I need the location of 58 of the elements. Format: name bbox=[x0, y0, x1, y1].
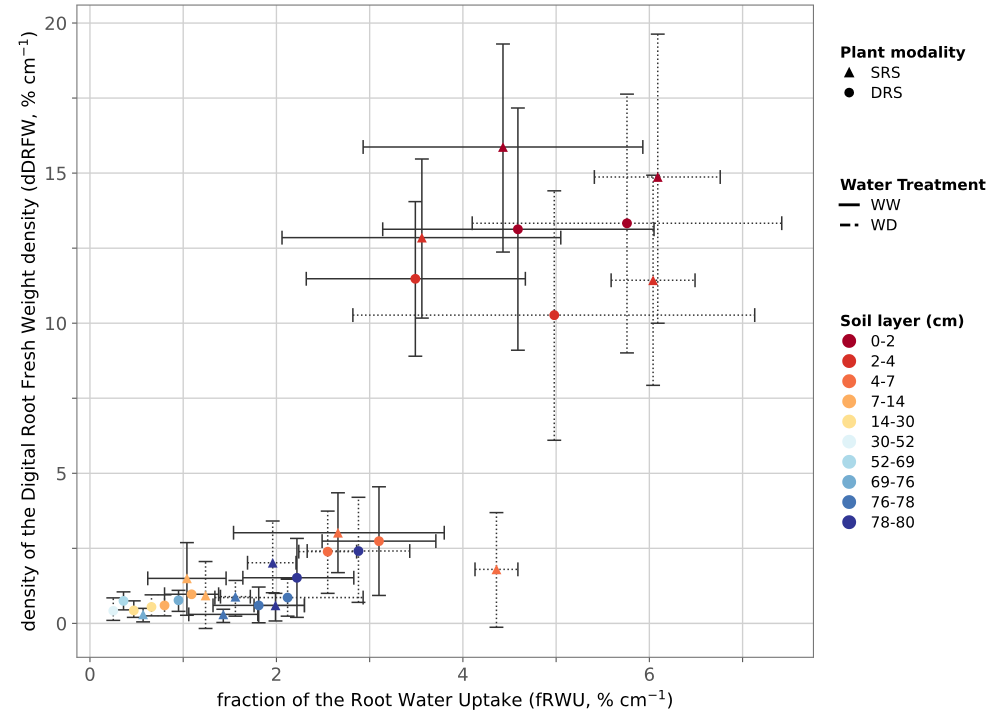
legend-label: 52-69 bbox=[872, 456, 914, 468]
point bbox=[492, 564, 502, 574]
point bbox=[512, 224, 523, 234]
point bbox=[182, 573, 192, 584]
point bbox=[268, 558, 278, 568]
legend-label: 14-30 bbox=[872, 416, 914, 428]
point bbox=[549, 310, 560, 320]
y-tick-label: 5 bbox=[57, 466, 66, 480]
legend-label: 0-2 bbox=[872, 334, 894, 347]
x-tick-label: 4 bbox=[458, 668, 468, 681]
point bbox=[322, 546, 333, 557]
legend-label: SRS bbox=[872, 66, 900, 78]
legend-label: 30-52 bbox=[872, 436, 914, 448]
legend-label: WD bbox=[871, 219, 897, 230]
point bbox=[270, 600, 280, 610]
y-tick-label: 10 bbox=[46, 316, 66, 330]
point bbox=[128, 606, 139, 616]
point bbox=[292, 572, 302, 583]
legend-label: 78-80 bbox=[872, 516, 914, 528]
legend-label: 76-78 bbox=[872, 496, 914, 508]
point bbox=[622, 218, 632, 228]
point bbox=[230, 592, 240, 602]
y-tick-label: 15 bbox=[46, 166, 66, 180]
point bbox=[648, 275, 658, 286]
text: Soil layer (cm) bbox=[841, 314, 964, 330]
point bbox=[254, 600, 264, 610]
point bbox=[118, 596, 128, 606]
point bbox=[200, 590, 210, 600]
y-axis-title: density of the Digital Root Fresh Weight density (dDRFW, % cm$^{−1}$) bbox=[18, 32, 38, 631]
point bbox=[652, 172, 663, 182]
point bbox=[333, 528, 343, 538]
text: Plant modality bbox=[841, 46, 966, 61]
x-axis-title: fraction of the Root Water Uptake (fRWU, % cm$^{−1}$) bbox=[217, 690, 672, 710]
legend-label: 7-14 bbox=[872, 396, 904, 407]
point bbox=[146, 602, 156, 612]
x-tick-label: 0 bbox=[85, 667, 95, 681]
legend-label: 4-7 bbox=[871, 375, 894, 387]
legend-label: 69-76 bbox=[872, 476, 914, 488]
point bbox=[218, 609, 228, 620]
point bbox=[186, 589, 196, 600]
point bbox=[498, 142, 508, 152]
point bbox=[174, 595, 184, 606]
legend-label: 2-4 bbox=[872, 355, 895, 366]
point bbox=[354, 546, 364, 556]
legend-label: DRS bbox=[872, 86, 902, 98]
legend-label: WW bbox=[871, 199, 900, 210]
point bbox=[374, 536, 384, 546]
point bbox=[108, 606, 118, 616]
point bbox=[410, 274, 420, 284]
text: Water Treatment bbox=[840, 178, 986, 190]
x-tick-label: 2 bbox=[272, 667, 280, 681]
point bbox=[160, 600, 170, 610]
y-tick-label: 0 bbox=[56, 616, 66, 630]
y-tick-label: 20 bbox=[46, 16, 66, 30]
x-tick-label: 6 bbox=[644, 667, 654, 681]
point bbox=[282, 592, 293, 602]
point bbox=[416, 232, 427, 243]
point bbox=[138, 609, 148, 620]
